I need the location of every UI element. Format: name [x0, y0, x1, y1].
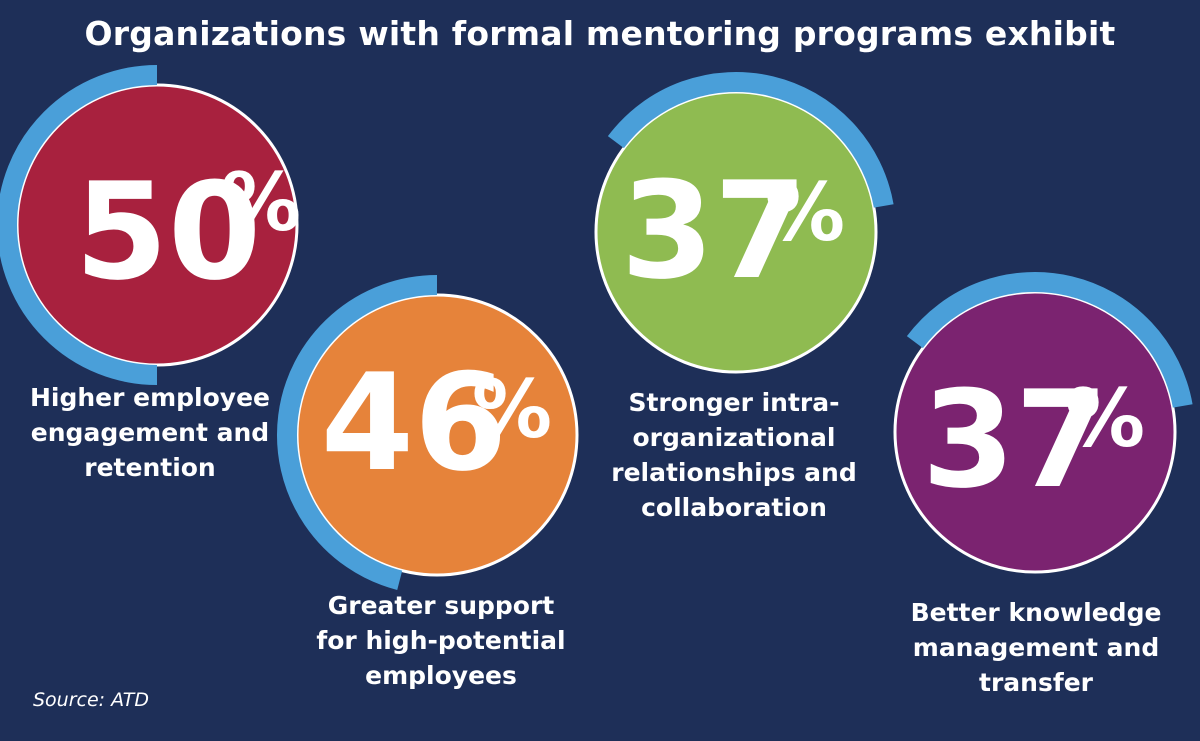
caption-high-potential: Greater support for high-potential emplo… [291, 588, 591, 693]
stat-knowledge: 37% [893, 272, 1193, 574]
caption-knowledge-line-3: transfer [979, 668, 1093, 697]
stat-ring-knowledge [906, 272, 1193, 408]
stat-value-knowledge: 37 [922, 362, 1108, 518]
stat-unit-knowledge: % [1065, 372, 1145, 465]
stat-circle-relationships [594, 90, 878, 374]
stat-value-engagement: 50 [75, 154, 261, 310]
caption-high-potential-line-1: Greater support [327, 591, 555, 620]
caption-relationships-line-2: organizational [632, 423, 836, 452]
caption-knowledge-line-2: management and [912, 633, 1160, 662]
caption-engagement-line-3: retention [84, 453, 216, 482]
stat-circle-high-potential [295, 293, 579, 577]
caption-high-potential-line-3: employees [365, 661, 517, 690]
stat-relationships: 37% [594, 72, 894, 374]
stat-value-relationships: 37 [621, 153, 807, 309]
caption-high-potential-line-2: for high-potential [316, 626, 566, 655]
stat-unit-high-potential: % [472, 363, 552, 456]
stat-unit-relationships: % [765, 166, 845, 259]
stat-value-high-potential: 46 [321, 345, 507, 501]
caption-knowledge: Better knowledge management and transfer [886, 595, 1186, 700]
stat-ring-engagement [0, 65, 158, 385]
caption-engagement: Higher employee engagement and retention [0, 380, 300, 485]
stat-high-potential: 46% [277, 275, 579, 590]
caption-knowledge-line-1: Better knowledge [910, 598, 1162, 627]
caption-relationships-line-4: collaboration [641, 493, 827, 522]
source-note: Source: ATD [33, 689, 149, 711]
caption-relationships: Stronger intra- organizational relations… [584, 385, 884, 525]
stat-ring-relationships [607, 72, 894, 208]
caption-engagement-line-2: engagement and [30, 418, 270, 447]
caption-relationships-line-3: relationships and [611, 458, 857, 487]
stat-unit-engagement: % [221, 156, 301, 249]
stat-ring-high-potential [277, 275, 438, 590]
caption-relationships-line-1: Stronger intra- [628, 388, 840, 417]
stat-circle-knowledge [893, 290, 1177, 574]
stat-engagement: 50% [0, 65, 301, 385]
caption-engagement-line-1: Higher employee [29, 383, 271, 412]
chart-title: Organizations with formal mentoring prog… [84, 14, 1116, 53]
